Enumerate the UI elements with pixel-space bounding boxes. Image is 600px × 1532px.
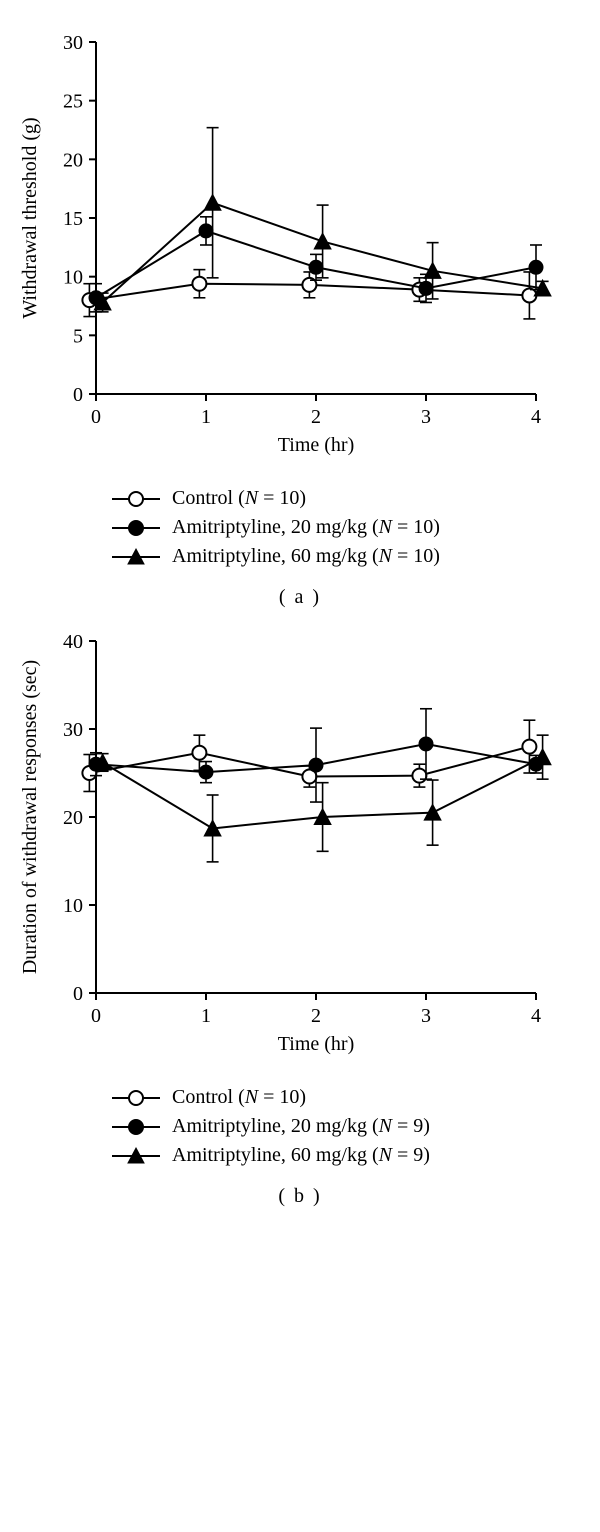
legend-text-prefix: Control ( — [172, 1086, 245, 1108]
legend-text-prefix: Amitriptyline, 20 mg/kg ( — [172, 1115, 379, 1137]
panel-b-label: ( b ) — [0, 1185, 600, 1208]
svg-text:25: 25 — [63, 91, 83, 113]
legend-swatch-control — [110, 489, 162, 509]
legend-swatch-ami60 — [110, 547, 162, 567]
legend-swatch-control — [110, 1088, 162, 1108]
legend-item-control: Control (N = 10) — [110, 487, 600, 510]
svg-text:0: 0 — [91, 1005, 101, 1027]
legend-n-italic: N — [379, 1115, 392, 1137]
legend-n-italic: N — [379, 1144, 392, 1166]
svg-text:20: 20 — [63, 807, 83, 829]
legend-n-value: = 9) — [392, 1115, 430, 1137]
legend-swatch-ami60 — [110, 1146, 162, 1166]
svg-text:Time (hr): Time (hr) — [278, 1033, 354, 1055]
legend-swatch-ami20 — [110, 1117, 162, 1137]
legend-label: Control (N = 10) — [172, 1086, 306, 1109]
svg-text:3: 3 — [421, 1005, 431, 1027]
legend-n-value: = 9) — [392, 1144, 430, 1166]
svg-text:10: 10 — [63, 267, 83, 289]
legend-n-italic: N — [379, 545, 392, 567]
svg-text:0: 0 — [73, 983, 83, 1005]
legend-n-value: = 10) — [392, 516, 440, 538]
svg-text:Withdrawal threshold (g): Withdrawal threshold (g) — [19, 117, 41, 318]
legend-n-value: = 10) — [258, 487, 306, 509]
legend-text-prefix: Amitriptyline, 60 mg/kg ( — [172, 545, 379, 567]
legend-label: Amitriptyline, 20 mg/kg (N = 10) — [172, 516, 440, 539]
chart-b-panel: 0 10 20 30 40 0 1 2 3 4 Time (hr) Duration of withd… — [0, 629, 600, 1208]
legend-text-prefix: Amitriptyline, 20 mg/kg ( — [172, 516, 379, 538]
legend-label: Amitriptyline, 60 mg/kg (N = 10) — [172, 545, 440, 568]
legend-label: Control (N = 10) — [172, 487, 306, 510]
svg-text:4: 4 — [531, 1005, 541, 1027]
svg-text:3: 3 — [421, 406, 431, 428]
svg-text:30: 30 — [63, 719, 83, 741]
legend-item-ami60: Amitriptyline, 60 mg/kg (N = 9) — [110, 1144, 600, 1167]
legend-label: Amitriptyline, 20 mg/kg (N = 9) — [172, 1115, 430, 1138]
svg-text:30: 30 — [63, 32, 83, 54]
svg-text:20: 20 — [63, 149, 83, 171]
svg-text:5: 5 — [73, 325, 83, 347]
svg-text:1: 1 — [201, 1005, 211, 1027]
panel-a-label: ( a ) — [0, 586, 600, 609]
legend-swatch-ami20 — [110, 518, 162, 538]
legend-n-value: = 10) — [258, 1086, 306, 1108]
svg-text:2: 2 — [311, 1005, 321, 1027]
svg-text:15: 15 — [63, 208, 83, 230]
svg-text:Time (hr): Time (hr) — [278, 434, 354, 456]
svg-text:Duration of withdrawal respons: Duration of withdrawal responses (sec) — [19, 660, 41, 974]
legend-item-ami20: Amitriptyline, 20 mg/kg (N = 10) — [110, 516, 600, 539]
svg-text:4: 4 — [531, 406, 541, 428]
chart-b-svg: 0 10 20 30 40 0 1 2 3 4 Time (hr) Duration of withd… — [0, 629, 560, 1069]
svg-text:0: 0 — [73, 384, 83, 406]
chart-b-legend: Control (N = 10) Amitriptyline, 20 mg/kg… — [110, 1086, 600, 1167]
svg-text:0: 0 — [91, 406, 101, 428]
legend-n-italic: N — [245, 487, 258, 509]
legend-n-italic: N — [245, 1086, 258, 1108]
svg-text:1: 1 — [201, 406, 211, 428]
chart-a-panel: 0 5 10 15 20 25 30 0 1 2 3 4 Time (hr) Withdrawal thr… — [0, 30, 600, 609]
legend-item-ami60: Amitriptyline, 60 mg/kg (N = 10) — [110, 545, 600, 568]
legend-text-prefix: Amitriptyline, 60 mg/kg ( — [172, 1144, 379, 1166]
legend-item-ami20: Amitriptyline, 20 mg/kg (N = 9) — [110, 1115, 600, 1138]
chart-a-svg: 0 5 10 15 20 25 30 0 1 2 3 4 Time (hr) Withdrawal thr… — [0, 30, 560, 470]
legend-label: Amitriptyline, 60 mg/kg (N = 9) — [172, 1144, 430, 1167]
page-root: 05101520253001234Time (hr)Withdrawal thr… — [0, 0, 600, 1238]
chart-a-legend: Control (N = 10) Amitriptyline, 20 mg/kg… — [110, 487, 600, 568]
legend-text-prefix: Control ( — [172, 487, 245, 509]
svg-text:40: 40 — [63, 631, 83, 653]
legend-item-control: Control (N = 10) — [110, 1086, 600, 1109]
legend-n-italic: N — [379, 516, 392, 538]
legend-n-value: = 10) — [392, 545, 440, 567]
svg-text:10: 10 — [63, 895, 83, 917]
svg-text:2: 2 — [311, 406, 321, 428]
